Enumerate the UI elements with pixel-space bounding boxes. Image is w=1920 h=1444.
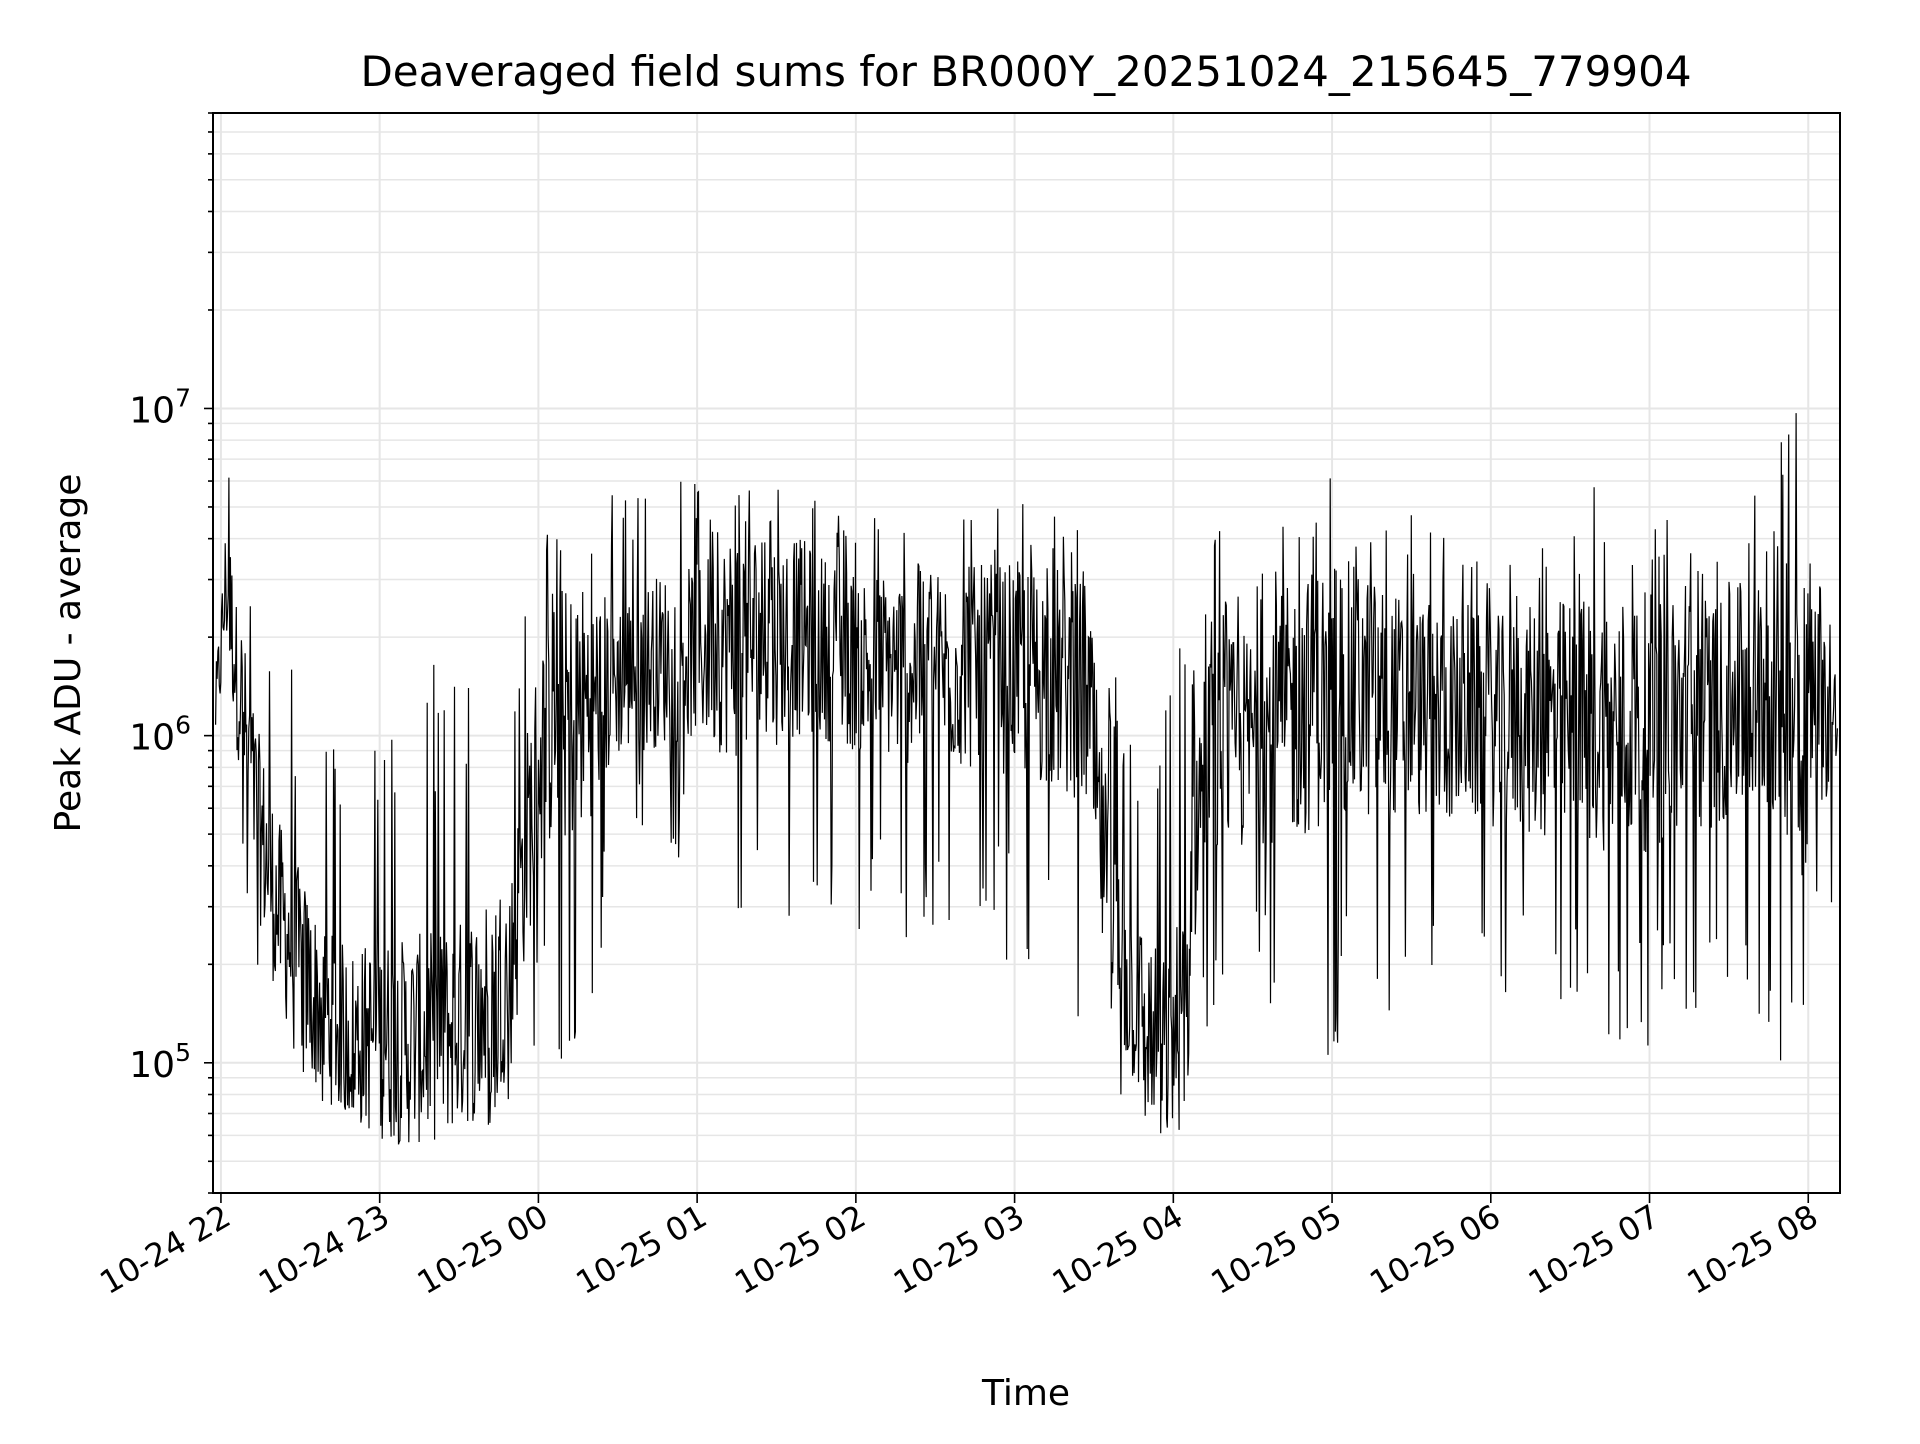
series-trace bbox=[215, 413, 1838, 1145]
x-tick-label: 10-24 23 bbox=[252, 1197, 396, 1302]
plot-frame bbox=[212, 112, 1841, 1194]
x-tick-label: 10-25 02 bbox=[728, 1197, 872, 1302]
x-tick-label: 10-25 01 bbox=[570, 1197, 714, 1302]
y-axis-label: Peak ADU - average bbox=[48, 474, 89, 833]
x-tick-label: 10-24 22 bbox=[93, 1197, 237, 1302]
y-tick-label: 105 bbox=[129, 1038, 191, 1086]
chart-title: Deaveraged field sums for BR000Y_2025102… bbox=[360, 47, 1691, 96]
y-tick-label: 106 bbox=[129, 711, 191, 759]
x-tick-label: 10-25 00 bbox=[411, 1197, 555, 1302]
x-tick-label: 10-25 05 bbox=[1204, 1197, 1348, 1302]
x-tick-label: 10-25 04 bbox=[1046, 1197, 1190, 1302]
series-line bbox=[215, 413, 1838, 1145]
x-tick-label: 10-25 07 bbox=[1522, 1197, 1666, 1302]
x-axis-label: Time bbox=[981, 1373, 1070, 1414]
x-tick-label: 10-25 03 bbox=[887, 1197, 1031, 1302]
y-tick-label: 107 bbox=[129, 383, 191, 431]
x-tick-label: 10-25 08 bbox=[1681, 1197, 1825, 1302]
grid bbox=[213, 112, 1840, 1194]
x-tick-label: 10-25 06 bbox=[1363, 1197, 1507, 1302]
